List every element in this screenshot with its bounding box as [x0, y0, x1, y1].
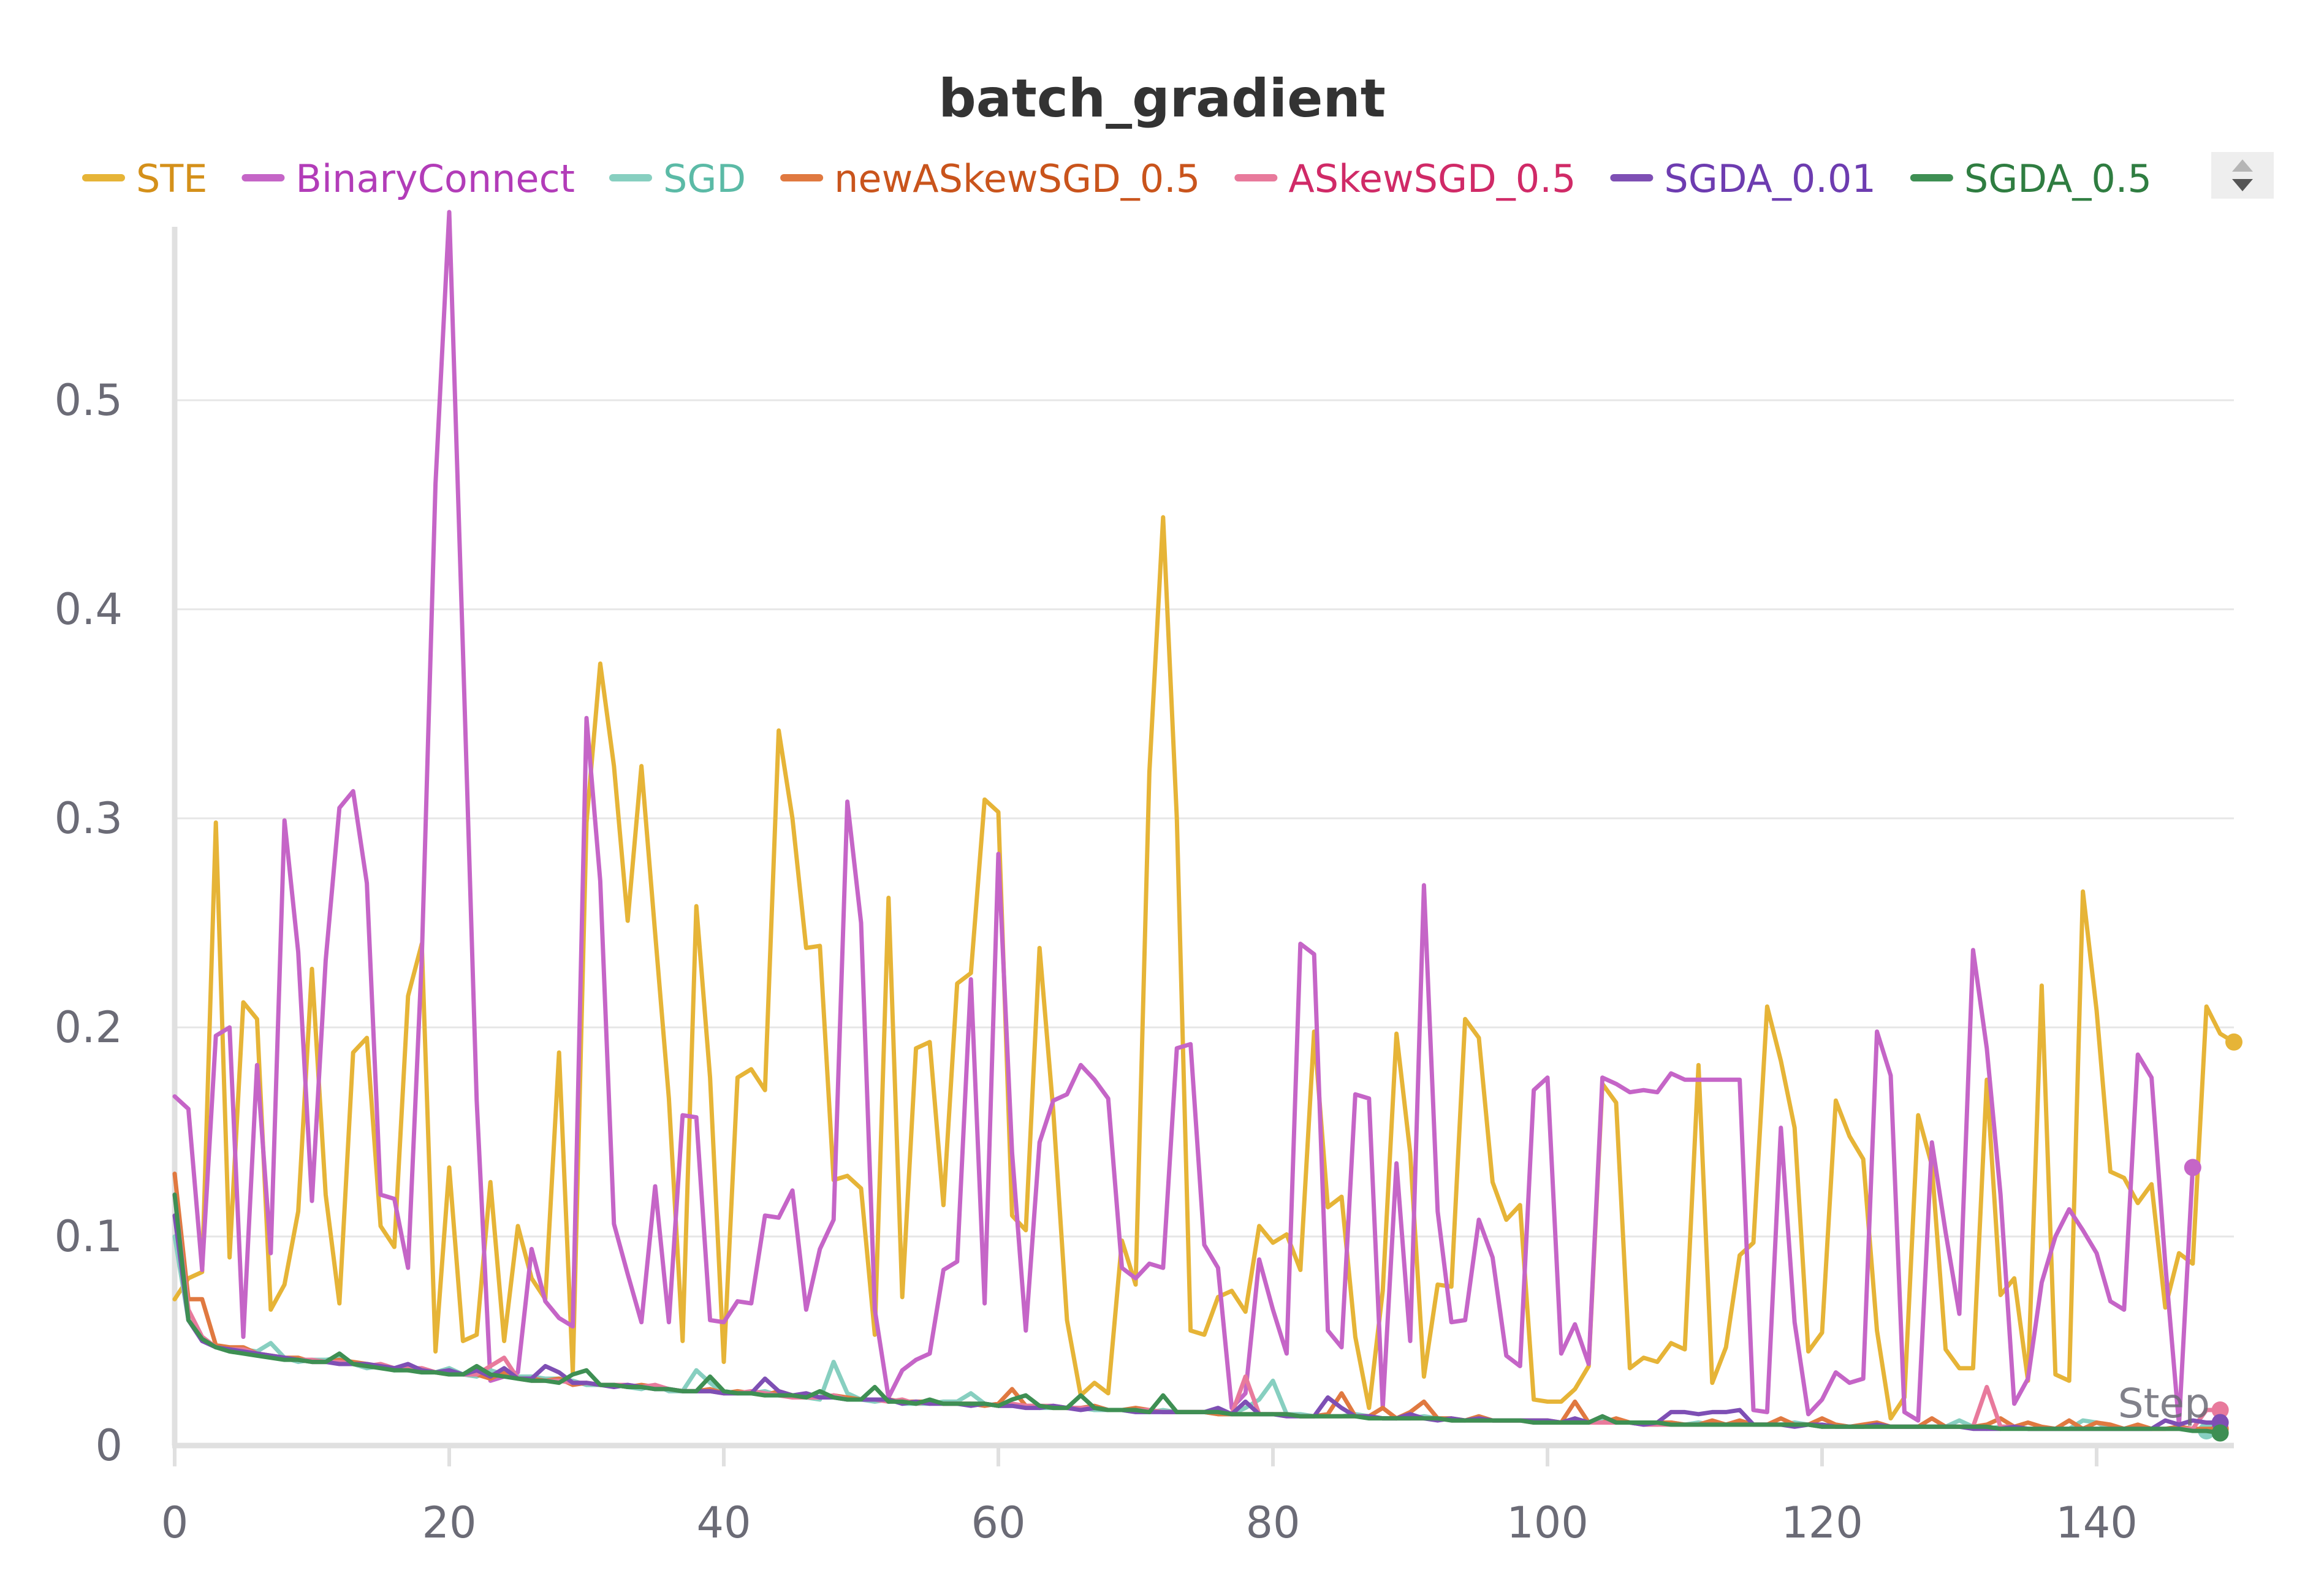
legend-item[interactable]: STE — [82, 156, 207, 201]
legend-label: STE — [136, 156, 207, 201]
scroll-down-icon[interactable] — [2232, 179, 2253, 191]
series-end-point — [2211, 1401, 2229, 1419]
legend-item[interactable]: SGDA_0.5 — [1910, 156, 2152, 201]
series-SGDA_0.5 — [172, 1192, 2229, 1442]
x-tick-label: 20 — [422, 1498, 476, 1548]
legend-label: SGDA_0.5 — [1964, 156, 2152, 201]
legend-item[interactable]: ASkewSGD_0.5 — [1234, 156, 1576, 201]
series-line — [172, 1192, 2223, 1436]
legend-label: BinaryConnect — [295, 156, 575, 201]
x-tick-label: 60 — [971, 1498, 1025, 1548]
x-tick-labels: 0 20 40 60 80 100 120 140 — [161, 1498, 2138, 1548]
chart-title: batch_gradient — [938, 68, 1386, 129]
y-tick-label: 0 — [95, 1420, 123, 1471]
series-end-point — [2225, 1033, 2242, 1051]
series-end-point — [2211, 1424, 2229, 1442]
x-tick-label: 120 — [1781, 1498, 1863, 1548]
legend-label: newASkewSGD_0.5 — [834, 156, 1200, 201]
legend-item[interactable]: newASkewSGD_0.5 — [780, 156, 1200, 201]
y-tick-label: 0.5 — [55, 375, 123, 425]
x-tick-label: 80 — [1245, 1498, 1300, 1548]
y-tick-label: 0.3 — [55, 793, 123, 844]
legend-label: ASkewSGD_0.5 — [1288, 156, 1576, 201]
legend-item[interactable]: BinaryConnect — [241, 156, 575, 201]
x-tick-label: 0 — [161, 1498, 189, 1548]
legend-item[interactable]: SGD — [609, 156, 746, 201]
x-tick-label: 40 — [696, 1498, 751, 1548]
grid — [175, 399, 2234, 1238]
scroll-up-icon[interactable] — [2232, 159, 2253, 172]
legend: STE BinaryConnect SGD newASkewSGD_0.5 ASkewS… — [82, 156, 2152, 201]
y-tick-labels: 0 0.1 0.2 0.3 0.4 0.5 — [55, 375, 123, 1471]
legend-label: SGD — [663, 156, 746, 201]
x-axis-label: Step — [2118, 1380, 2210, 1427]
series-STE — [172, 515, 2242, 1421]
y-tick-label: 0.2 — [55, 1002, 123, 1053]
legend-label: SGDA_0.01 — [1664, 156, 1876, 201]
legend-scroll-background — [2211, 152, 2274, 199]
series-end-point — [2184, 1159, 2201, 1176]
x-tick-label: 100 — [1506, 1498, 1589, 1548]
series-line — [172, 515, 2236, 1421]
y-tick-label: 0.1 — [55, 1211, 123, 1262]
y-tick-label: 0.4 — [55, 584, 123, 634]
legend-scroll-control[interactable] — [2211, 152, 2274, 199]
plot-series — [172, 210, 2242, 1442]
legend-item[interactable]: SGDA_0.01 — [1610, 156, 1876, 201]
x-tick-label: 140 — [2056, 1498, 2138, 1548]
